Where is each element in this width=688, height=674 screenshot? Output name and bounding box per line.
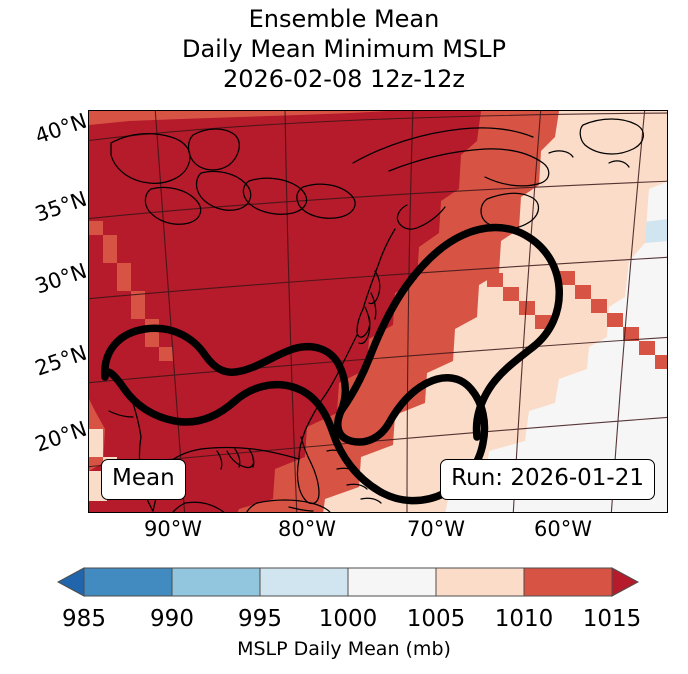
member-label-box: Mean [101,459,186,500]
coastlines [108,118,644,512]
title-line-3: 2026-02-08 12z-12z [222,65,466,93]
colorbar-tick-1000: 1000 [318,606,378,632]
colorbar-tick-990: 990 [150,606,194,632]
map-raster-layer [89,111,667,512]
colorbar-axis-label: MSLP Daily Mean (mb) [237,638,451,660]
title-line-1: Ensemble Mean [248,5,440,33]
mslp-shading-svg [89,111,667,512]
lat-tick-25n: 25°N [32,340,90,381]
colorbar-band-995-1000 [259,567,349,597]
title-line-2: Daily Mean Minimum MSLP [181,35,506,63]
colorbar-tick-995: 995 [238,606,282,632]
map-plot-area[interactable]: Mean Run: 2026-01-21 [88,110,668,513]
colorbar-band-1010-1015 [523,567,613,597]
colorbar-band-990-995 [171,567,261,597]
colorbar-swatches [56,567,640,597]
colorbar-band-over [611,567,640,597]
colorbar-band-under [56,567,85,597]
colorbar-tick-985: 985 [62,606,106,632]
colorbar-band-985-990 [83,567,173,597]
lon-tick-90w: 90°W [144,517,202,541]
colorbar-band-1005-1010 [435,567,525,597]
colorbar[interactable]: 985 990 995 1000 1005 1010 1015 MSLP Dai… [0,560,688,674]
contour-1015mb [101,223,563,505]
lon-tick-70w: 70°W [407,517,465,541]
band-above-1015 [89,111,481,512]
grid-cell-stepping [89,221,667,501]
colorbar-tick-1015: 1015 [582,606,642,632]
lon-tick-60w: 60°W [534,517,592,541]
lat-tick-20n: 20°N [32,416,90,457]
chart-title: Ensemble Mean Daily Mean Minimum MSLP 20… [0,4,688,94]
colorbar-tick-1005: 1005 [406,606,466,632]
lat-tick-35n: 35°N [32,186,90,227]
lat-tick-40n: 40°N [32,108,90,149]
run-date-box: Run: 2026-01-21 [440,459,655,500]
lon-tick-80w: 80°W [278,517,336,541]
colorbar-tick-1010: 1010 [494,606,554,632]
lat-tick-30n: 30°N [32,258,90,299]
colorbar-band-1000-1005 [347,567,437,597]
